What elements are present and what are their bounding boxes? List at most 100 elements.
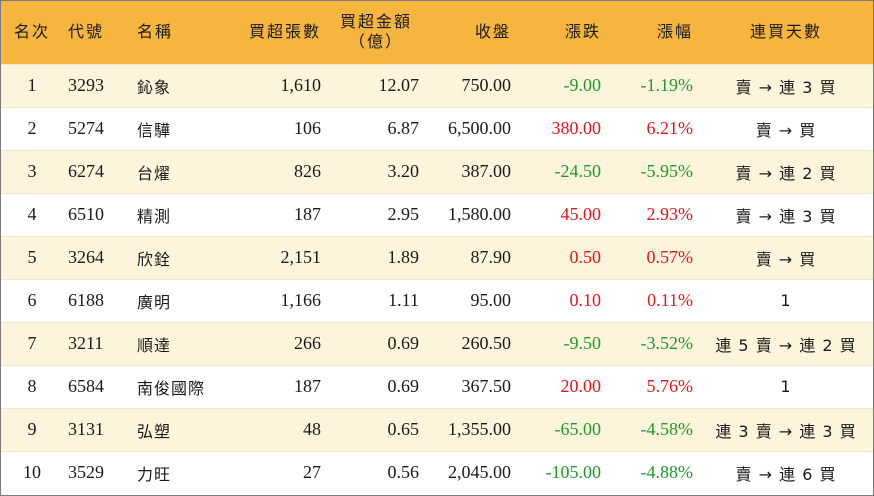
cell-code: 6510 bbox=[63, 192, 129, 236]
cell-amount: 0.65 bbox=[327, 407, 425, 451]
header-row: 名次 代號 名稱 買超張數 買超金額 （億） 收盤 漲跌 漲幅 連買天數 bbox=[1, 1, 873, 64]
cell-rank: 5 bbox=[1, 235, 63, 279]
cell-pct: -3.52% bbox=[607, 321, 699, 365]
cell-pct: -1.19% bbox=[607, 63, 699, 107]
cell-shares: 1,166 bbox=[223, 278, 327, 322]
header-rank: 名次 bbox=[13, 22, 50, 42]
cell-name: 南俊國際 bbox=[129, 364, 223, 408]
cell-amount: 12.07 bbox=[327, 63, 425, 107]
cell-rank: 3 bbox=[1, 149, 63, 193]
header-name: 名稱 bbox=[137, 22, 174, 42]
table-row: 2 5274 信驊 106 6.87 6,500.00 380.00 6.21% 賣 → 買 bbox=[1, 106, 873, 150]
cell-pct: 0.57% bbox=[607, 235, 699, 279]
cell-code: 3131 bbox=[63, 407, 129, 451]
cell-pct: -5.95% bbox=[607, 149, 699, 193]
header-pct: 漲幅 bbox=[656, 22, 693, 42]
cell-change: 380.00 bbox=[517, 106, 607, 150]
header-amount: 買超金額 （億） bbox=[327, 1, 425, 64]
table-row: 5 3264 欣銓 2,151 1.89 87.90 0.50 0.57% 賣 → 買 bbox=[1, 235, 873, 279]
cell-close: 367.50 bbox=[425, 364, 517, 408]
cell-amount: 0.69 bbox=[327, 364, 425, 408]
cell-days: 1 bbox=[699, 278, 873, 322]
cell-code: 3211 bbox=[63, 321, 129, 365]
cell-amount: 0.56 bbox=[327, 450, 425, 494]
cell-code: 3264 bbox=[63, 235, 129, 279]
table-row: 1 3293 鈊象 1,610 12.07 750.00 -9.00 -1.19% 賣 → 連 … bbox=[1, 63, 873, 107]
cell-code: 6584 bbox=[63, 364, 129, 408]
cell-days: 賣 → 連 2 買 bbox=[699, 149, 873, 193]
cell-change: 20.00 bbox=[517, 364, 607, 408]
cell-days: 連 5 賣 → 連 2 買 bbox=[699, 321, 873, 365]
cell-close: 750.00 bbox=[425, 63, 517, 107]
table-row: 9 3131 弘塑 48 0.65 1,355.00 -65.00 -4.58% 連 3 賣 →… bbox=[1, 407, 873, 451]
cell-amount: 3.20 bbox=[327, 149, 425, 193]
cell-close: 6,500.00 bbox=[425, 106, 517, 150]
table-row: 7 3211 順達 266 0.69 260.50 -9.50 -3.52% 連 5 賣 → 連… bbox=[1, 321, 873, 365]
cell-change: -105.00 bbox=[517, 450, 607, 494]
cell-rank: 8 bbox=[1, 364, 63, 408]
cell-days: 連 3 賣 → 連 3 買 bbox=[699, 407, 873, 451]
header-amount-line2: （億） bbox=[348, 32, 403, 52]
cell-amount: 0.69 bbox=[327, 321, 425, 365]
cell-name: 信驊 bbox=[129, 106, 223, 150]
cell-days: 賣 → 連 3 買 bbox=[699, 63, 873, 107]
cell-change: 0.50 bbox=[517, 235, 607, 279]
cell-change: -24.50 bbox=[517, 149, 607, 193]
cell-name: 弘塑 bbox=[129, 407, 223, 451]
cell-change: -9.50 bbox=[517, 321, 607, 365]
cell-change: -65.00 bbox=[517, 407, 607, 451]
cell-days: 1 bbox=[699, 364, 873, 408]
header-days: 連買天數 bbox=[749, 22, 822, 42]
cell-shares: 27 bbox=[223, 450, 327, 494]
cell-close: 260.50 bbox=[425, 321, 517, 365]
cell-close: 1,580.00 bbox=[425, 192, 517, 236]
cell-name: 鈊象 bbox=[129, 63, 223, 107]
cell-rank: 6 bbox=[1, 278, 63, 322]
cell-name: 台燿 bbox=[129, 149, 223, 193]
cell-close: 95.00 bbox=[425, 278, 517, 322]
cell-shares: 1,610 bbox=[223, 63, 327, 107]
cell-shares: 187 bbox=[223, 364, 327, 408]
cell-name: 精測 bbox=[129, 192, 223, 236]
cell-shares: 106 bbox=[223, 106, 327, 150]
table-row: 4 6510 精測 187 2.95 1,580.00 45.00 2.93% 賣 → 連 3 … bbox=[1, 192, 873, 236]
cell-shares: 48 bbox=[223, 407, 327, 451]
table-row: 6 6188 廣明 1,166 1.11 95.00 0.10 0.11% 1 bbox=[1, 278, 873, 322]
cell-name: 欣銓 bbox=[129, 235, 223, 279]
cell-pct: 6.21% bbox=[607, 106, 699, 150]
cell-amount: 1.11 bbox=[327, 278, 425, 322]
cell-rank: 7 bbox=[1, 321, 63, 365]
cell-close: 2,045.00 bbox=[425, 450, 517, 494]
cell-pct: -4.58% bbox=[607, 407, 699, 451]
header-close: 收盤 bbox=[474, 22, 511, 42]
cell-rank: 2 bbox=[1, 106, 63, 150]
cell-amount: 1.89 bbox=[327, 235, 425, 279]
cell-shares: 2,151 bbox=[223, 235, 327, 279]
cell-change: 0.10 bbox=[517, 278, 607, 322]
header-code: 代號 bbox=[68, 22, 105, 42]
cell-code: 3293 bbox=[63, 63, 129, 107]
cell-shares: 826 bbox=[223, 149, 327, 193]
cell-change: 45.00 bbox=[517, 192, 607, 236]
cell-shares: 266 bbox=[223, 321, 327, 365]
cell-amount: 2.95 bbox=[327, 192, 425, 236]
cell-code: 6188 bbox=[63, 278, 129, 322]
table-header: 名次 代號 名稱 買超張數 買超金額 （億） 收盤 漲跌 漲幅 連買天數 bbox=[1, 1, 873, 64]
cell-rank: 9 bbox=[1, 407, 63, 451]
table-row: 8 6584 南俊國際 187 0.69 367.50 20.00 5.76% 1 bbox=[1, 364, 873, 408]
header-amount-line1: 買超金額 bbox=[339, 12, 412, 32]
cell-close: 1,355.00 bbox=[425, 407, 517, 451]
cell-days: 賣 → 買 bbox=[699, 106, 873, 150]
table-row: 10 3529 力旺 27 0.56 2,045.00 -105.00 -4.88% 賣 → 連… bbox=[1, 450, 873, 494]
cell-days: 賣 → 買 bbox=[699, 235, 873, 279]
table-body: 1 3293 鈊象 1,610 12.07 750.00 -9.00 -1.19% 賣 → 連 … bbox=[1, 63, 873, 494]
cell-pct: -4.88% bbox=[607, 450, 699, 494]
cell-code: 5274 bbox=[63, 106, 129, 150]
header-change: 漲跌 bbox=[564, 22, 601, 42]
cell-days: 賣 → 連 3 買 bbox=[699, 192, 873, 236]
cell-name: 力旺 bbox=[129, 450, 223, 494]
cell-pct: 2.93% bbox=[607, 192, 699, 236]
header-shares: 買超張數 bbox=[248, 22, 321, 42]
cell-days: 賣 → 連 6 買 bbox=[699, 450, 873, 494]
